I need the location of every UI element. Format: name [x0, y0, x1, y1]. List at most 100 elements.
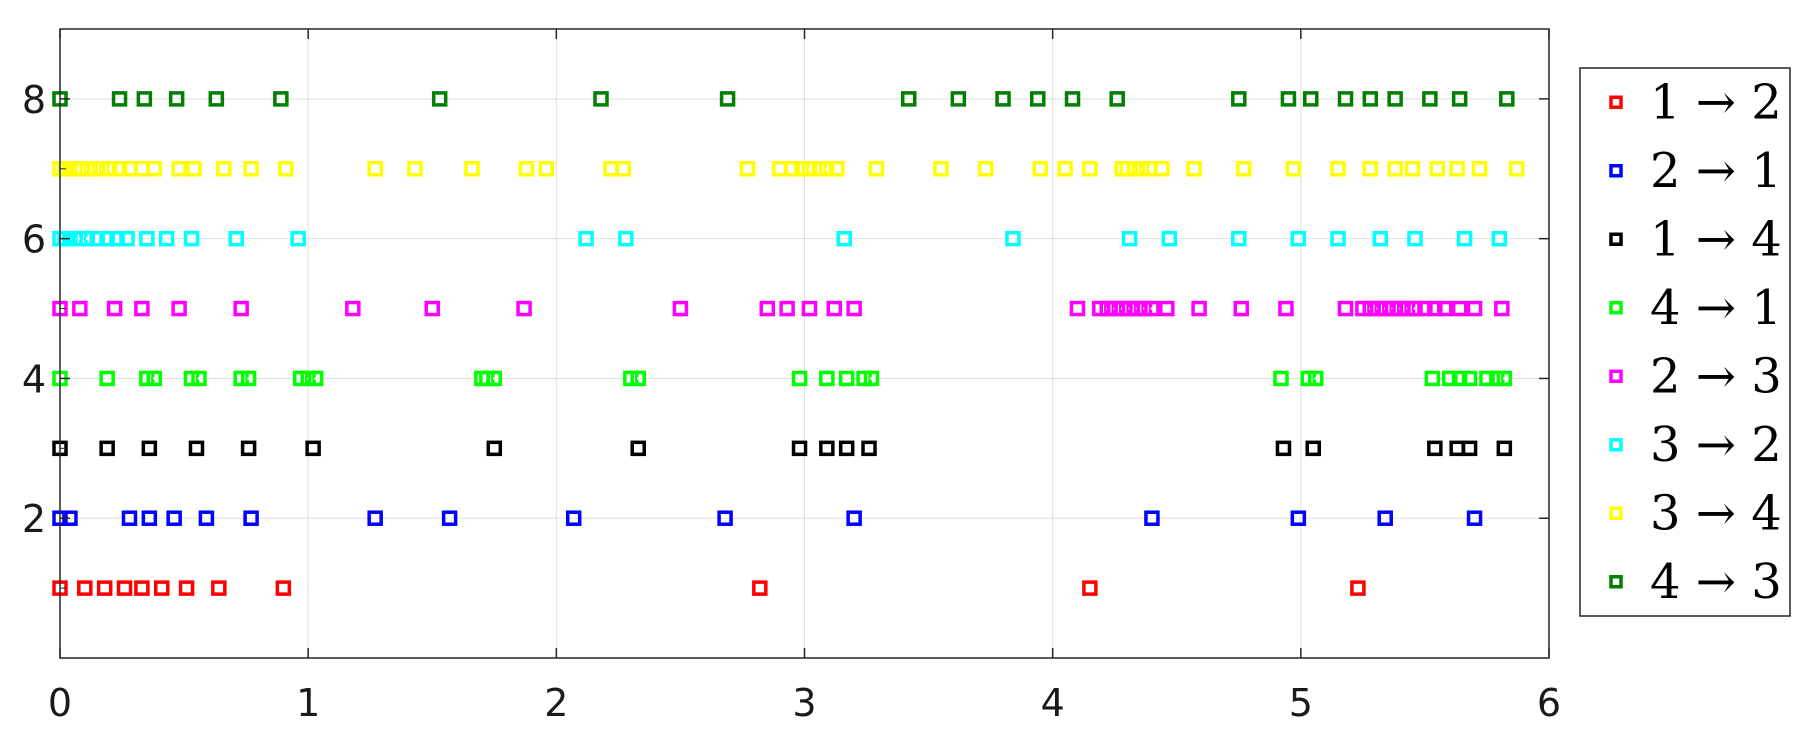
data-point: [101, 161, 118, 177]
data-point-center: [939, 167, 943, 170]
data-point-center: [1001, 97, 1005, 101]
data-point-center: [1369, 97, 1372, 101]
data-point: [141, 510, 158, 526]
data-point: [719, 91, 736, 107]
data-point: [1377, 510, 1393, 526]
data-point: [183, 230, 200, 247]
data-point: [1422, 91, 1438, 107]
data-point-center: [1455, 447, 1459, 450]
data-point: [146, 161, 163, 177]
data-point-center: [1448, 377, 1451, 380]
data-point-center: [790, 167, 794, 170]
data-point-center: [845, 377, 848, 380]
data-point-center: [825, 377, 829, 380]
data-point-center: [140, 167, 144, 170]
data-point-center: [1336, 167, 1340, 170]
data-point-center: [1463, 237, 1466, 240]
data-point-center: [584, 237, 588, 240]
legend-label: 2 → 1: [1650, 143, 1782, 199]
data-point: [278, 161, 294, 177]
data-point-center: [1150, 517, 1154, 520]
data-point: [89, 230, 105, 247]
data-point-center: [1312, 447, 1315, 450]
y-tick-label: 2: [22, 497, 46, 541]
data-point-center: [96, 237, 99, 240]
data-point-center: [143, 97, 146, 101]
data-point: [139, 230, 155, 247]
data-point-center: [1071, 97, 1074, 101]
data-point-center: [125, 237, 129, 240]
data-point: [900, 91, 917, 107]
data-point-center: [1423, 307, 1427, 310]
data-point: [99, 370, 115, 387]
data-point-center: [1436, 167, 1439, 170]
data-point: [188, 440, 205, 457]
data-point-center: [572, 517, 575, 520]
data-point-center: [249, 517, 253, 520]
data-point: [1236, 161, 1252, 177]
data-point-center: [197, 377, 201, 380]
data-point: [216, 161, 232, 177]
data-point: [995, 91, 1011, 107]
data-point-center: [373, 517, 377, 520]
data-point: [1337, 300, 1354, 317]
data-point: [1275, 440, 1292, 457]
legend-item-5: 2 → 3: [1609, 348, 1782, 404]
legend-marker: [1609, 438, 1623, 452]
legend-marker: [1609, 506, 1623, 520]
legend-marker: [1609, 369, 1623, 383]
data-point-center: [867, 447, 871, 450]
data-point-center: [113, 307, 116, 310]
data-point: [158, 230, 175, 247]
data-point-center: [785, 307, 789, 310]
data-point: [1305, 440, 1321, 457]
data-point-center: [1036, 97, 1039, 101]
data-point: [593, 91, 609, 107]
data-point-center: [1314, 377, 1317, 380]
data-point-center: [185, 586, 188, 590]
data-point-center: [825, 447, 829, 450]
data-point: [1508, 161, 1525, 177]
data-point: [846, 300, 862, 317]
data-point-center: [1428, 97, 1432, 101]
data-point-center: [215, 97, 218, 101]
data-point-center: [493, 447, 496, 450]
data-point-center: [679, 307, 682, 310]
data-point-center: [118, 97, 121, 101]
data-point-center: [825, 167, 829, 170]
data-point: [977, 161, 994, 177]
data-point: [1362, 161, 1379, 177]
data-point-center: [123, 586, 126, 590]
legend-marker: [1609, 301, 1623, 315]
data-point: [784, 161, 800, 177]
data-point-center: [1413, 237, 1417, 240]
data-point-center: [1237, 237, 1240, 240]
data-point: [345, 300, 361, 317]
data-point: [228, 230, 244, 247]
data-point: [243, 510, 259, 526]
data-point: [717, 510, 733, 526]
data-point: [1064, 91, 1081, 107]
data-point: [367, 510, 383, 526]
data-point: [1278, 300, 1294, 317]
data-point: [1429, 161, 1446, 177]
data-point-center: [83, 586, 87, 590]
data-point: [1466, 510, 1483, 526]
series-7: [52, 161, 1525, 177]
data-point-center: [1356, 586, 1360, 590]
data-point-center: [222, 167, 225, 170]
data-point: [1404, 161, 1421, 177]
data-point: [1427, 440, 1443, 457]
legend-label: 4 → 1: [1650, 280, 1782, 336]
data-point-center: [247, 377, 250, 380]
data-point: [243, 161, 259, 177]
data-point: [1441, 370, 1458, 387]
data-point-center: [297, 237, 300, 240]
data-point-center: [1498, 237, 1501, 240]
data-point-center: [1384, 517, 1387, 520]
data-point-center: [247, 447, 250, 450]
data-point-center: [115, 237, 119, 240]
data-point: [1280, 91, 1297, 107]
data-point: [1186, 161, 1202, 177]
